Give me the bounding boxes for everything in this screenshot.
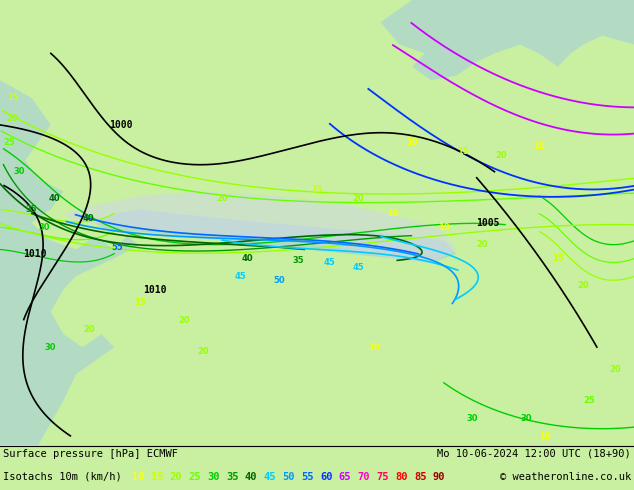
Text: 80: 80: [395, 472, 408, 482]
Text: 10: 10: [387, 209, 399, 219]
Text: 15: 15: [151, 472, 164, 482]
Text: 45: 45: [264, 472, 276, 482]
Text: 20: 20: [476, 241, 488, 249]
Text: 15: 15: [552, 254, 564, 263]
Text: 20: 20: [353, 194, 364, 203]
Text: 10: 10: [368, 343, 380, 352]
Text: 35: 35: [226, 472, 238, 482]
Text: Isotachs 10m (km/h): Isotachs 10m (km/h): [3, 472, 128, 482]
Text: 30: 30: [39, 222, 50, 232]
Text: 20: 20: [609, 365, 621, 374]
Text: 40: 40: [48, 194, 60, 203]
Text: 20: 20: [216, 194, 228, 203]
Text: 30: 30: [521, 414, 532, 423]
Text: 30: 30: [207, 472, 220, 482]
Text: 15: 15: [134, 298, 145, 307]
Text: 1000: 1000: [108, 120, 133, 130]
Text: 45: 45: [353, 263, 364, 272]
Text: 30: 30: [13, 167, 25, 176]
Text: 45: 45: [235, 271, 247, 281]
Text: 15: 15: [7, 94, 18, 102]
Text: 50: 50: [282, 472, 295, 482]
Text: 10: 10: [533, 143, 545, 151]
Text: 70: 70: [358, 472, 370, 482]
Text: 30: 30: [467, 414, 478, 423]
Text: 10: 10: [438, 222, 450, 232]
Text: 85: 85: [414, 472, 427, 482]
Text: 75: 75: [377, 472, 389, 482]
Text: Surface pressure [hPa] ECMWF: Surface pressure [hPa] ECMWF: [3, 448, 178, 459]
Text: 15: 15: [311, 185, 323, 194]
Text: 10: 10: [540, 432, 551, 441]
Text: 25: 25: [4, 138, 15, 147]
Text: Mo 10-06-2024 12:00 UTC (18+90): Mo 10-06-2024 12:00 UTC (18+90): [437, 448, 631, 459]
Text: © weatheronline.co.uk: © weatheronline.co.uk: [500, 472, 631, 482]
Text: 1010: 1010: [143, 285, 167, 294]
Text: 60: 60: [320, 472, 332, 482]
Text: 55: 55: [112, 243, 123, 252]
Text: 20: 20: [7, 114, 18, 122]
Text: 65: 65: [339, 472, 351, 482]
Text: 90: 90: [433, 472, 445, 482]
Text: 40: 40: [245, 472, 257, 482]
Text: 55: 55: [301, 472, 314, 482]
Text: 40: 40: [242, 254, 253, 263]
Text: 30: 30: [45, 343, 56, 352]
Text: 35: 35: [292, 256, 304, 265]
Text: 20: 20: [170, 472, 182, 482]
Text: 40: 40: [83, 214, 94, 223]
Text: 20: 20: [83, 325, 94, 334]
Text: 50: 50: [273, 276, 285, 285]
Text: 20: 20: [578, 281, 589, 290]
Text: 20: 20: [197, 347, 209, 356]
Text: 20: 20: [495, 151, 507, 160]
Text: 25: 25: [188, 472, 201, 482]
Text: 10: 10: [132, 472, 145, 482]
Text: 25: 25: [584, 396, 595, 405]
Text: 1005: 1005: [476, 218, 500, 228]
Text: 20: 20: [178, 316, 190, 325]
Text: 10: 10: [406, 138, 418, 147]
Text: 35: 35: [26, 205, 37, 214]
Text: 15: 15: [457, 147, 469, 156]
Text: 1010: 1010: [23, 249, 47, 259]
Text: 45: 45: [324, 258, 335, 267]
